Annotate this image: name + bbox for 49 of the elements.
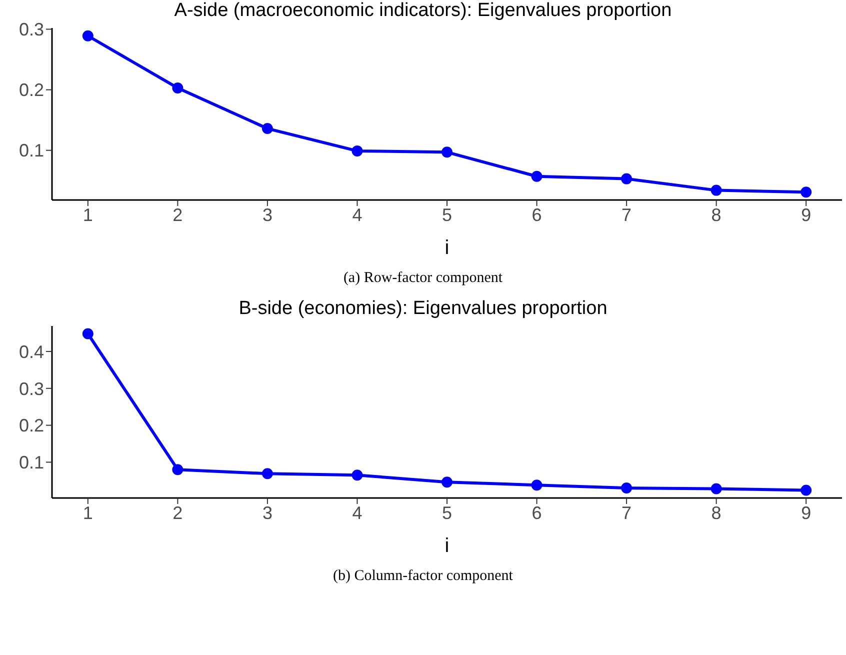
x-tick-label: 2 [172, 502, 183, 523]
x-tick-label: 9 [801, 204, 812, 225]
text: (a) Row-factor component [342, 269, 504, 288]
y-tick-label: 0.2 [18, 80, 44, 100]
point [262, 468, 273, 480]
point [442, 146, 452, 158]
x-axis-title: i [444, 535, 450, 557]
point [531, 480, 542, 491]
x-tick-label: 6 [532, 502, 542, 523]
x-tick-label: 8 [711, 204, 722, 225]
text: (b) Column-factor component [332, 567, 514, 586]
x-tick-label: 3 [262, 204, 272, 225]
x-tick-label: 5 [442, 204, 452, 225]
x-tick-label: 9 [801, 502, 812, 523]
point [531, 170, 542, 182]
point [710, 483, 722, 494]
x-tick-label: 7 [622, 502, 632, 523]
point [262, 123, 273, 134]
point [82, 328, 94, 340]
point [621, 173, 632, 184]
y-tick-label: 0.1 [18, 452, 44, 473]
point [172, 82, 184, 94]
x-tick-label: 1 [82, 204, 93, 225]
x-tick-label: 8 [711, 502, 722, 523]
x-tick-label: 6 [532, 204, 542, 225]
y-tick-label: 0.1 [18, 140, 44, 161]
x-axis-title: i [444, 237, 450, 259]
point [800, 186, 812, 198]
x-tick-label: 7 [622, 204, 632, 225]
x-tick-label: 3 [262, 502, 272, 523]
point [352, 145, 363, 156]
point [800, 484, 812, 496]
chart-title: A-side (macroeconomic indicators): Eigenvalues proportion [173, 0, 673, 21]
x-tick-label: 4 [352, 204, 362, 225]
point [710, 184, 722, 196]
x-tick-label: 5 [442, 502, 452, 523]
y-tick-label: 0.2 [18, 416, 44, 436]
x-tick-label: 4 [352, 502, 362, 523]
y-tick-label: 0.3 [18, 20, 44, 40]
point [352, 470, 363, 481]
point [621, 482, 632, 494]
y-tick-label: 0.4 [18, 342, 44, 362]
chart-title: B-side (economies): Eigenvalues proportion [238, 298, 608, 319]
point [82, 30, 94, 42]
point [442, 476, 452, 488]
y-tick-label: 0.3 [18, 378, 44, 399]
x-tick-label: 2 [172, 204, 183, 225]
point [172, 464, 184, 476]
x-tick-label: 1 [82, 502, 93, 523]
